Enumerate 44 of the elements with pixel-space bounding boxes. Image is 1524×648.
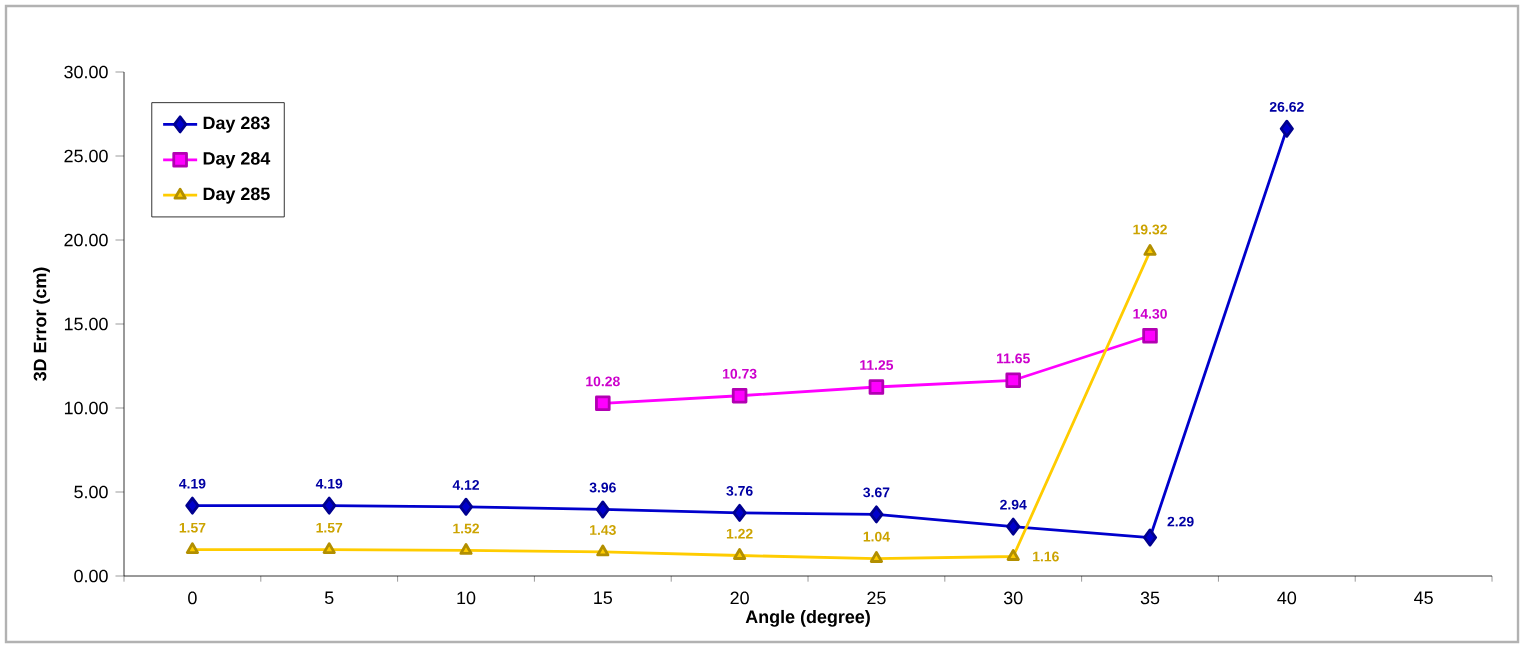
y-tick-label: 15.00 (64, 317, 108, 331)
y-tick-label: 20.00 (64, 233, 108, 247)
point (185, 542, 199, 555)
x-tick-label: 0 (188, 591, 197, 605)
x-tick-label: 40 (1277, 591, 1297, 605)
point (458, 497, 474, 516)
x-tick-label: 5 (324, 591, 334, 605)
y-axis-title: 3D Error (cm) (33, 267, 50, 381)
point (322, 496, 337, 515)
x-tick-label: 10 (457, 591, 476, 605)
point (868, 379, 885, 395)
point (1005, 372, 1021, 389)
point (185, 496, 200, 515)
y-tick-label: 5.00 (74, 485, 108, 499)
y-tick-label: 10.00 (64, 401, 108, 415)
y-tick-label: 30.00 (64, 65, 108, 79)
x-tick-label: 30 (1003, 591, 1023, 605)
y-tick-label: 25.00 (64, 149, 108, 163)
x-tick-label: 45 (1414, 591, 1433, 605)
legend-label: Day 285 (203, 187, 270, 204)
point (869, 505, 884, 524)
point (322, 542, 336, 555)
y-tick-label: 0.00 (74, 569, 108, 583)
legend-label: Day 283 (203, 116, 270, 133)
point (1006, 517, 1021, 536)
point (595, 500, 610, 519)
point (732, 503, 747, 522)
point (1142, 528, 1158, 547)
point (731, 387, 748, 404)
point (1006, 549, 1020, 561)
point (869, 551, 883, 563)
x-axis-title: Angle (degree) (745, 609, 870, 627)
point (459, 543, 473, 555)
point (733, 548, 747, 560)
x-tick-label: 15 (594, 591, 613, 605)
legend-label: Day 284 (203, 152, 271, 169)
x-tick-label: 20 (730, 591, 749, 605)
point (596, 544, 610, 557)
x-tick-label: 25 (867, 591, 886, 605)
point (1143, 244, 1157, 256)
point (595, 395, 611, 412)
point (1142, 327, 1158, 344)
x-tick-label: 35 (1140, 591, 1160, 605)
point (1279, 119, 1294, 138)
